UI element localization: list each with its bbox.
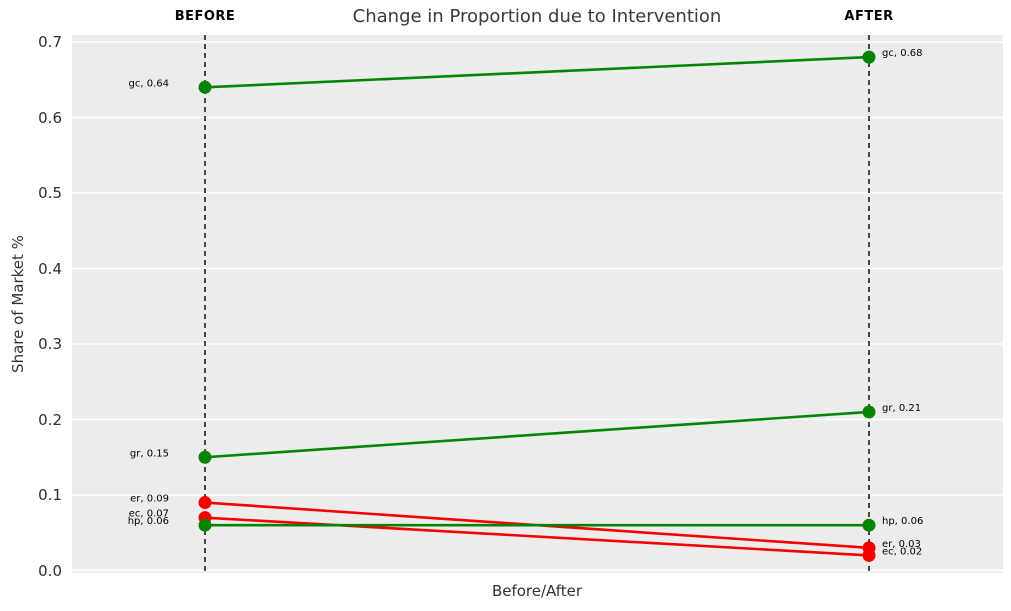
annotation-gr-after: gr, 0.21: [882, 403, 921, 414]
point-gc-before: [198, 80, 212, 94]
before-column-header: BEFORE: [174, 9, 236, 24]
annotation-gc-before: gc, 0.64: [129, 78, 169, 89]
y-tick-label-0.6: 0.6: [38, 108, 62, 127]
after-column-header: AFTER: [844, 9, 894, 24]
y-tick-label-0.1: 0.1: [38, 486, 62, 504]
x-axis-label: Before/After: [491, 582, 583, 600]
point-gc-after: [862, 50, 876, 64]
plot-area: gc, 0.64 gc, 0.68 gr, 0.15 gr, 0.21 er, 0.09…: [72, 35, 1003, 573]
point-gr-before: [198, 450, 212, 464]
y-tick-label-0.0: 0.0: [38, 561, 62, 580]
point-ec-after: [862, 548, 876, 562]
point-hp-before: [198, 518, 212, 532]
annotation-gr-before: gr, 0.15: [130, 448, 169, 459]
annotation-hp-after: hp, 0.06: [882, 516, 923, 527]
point-gr-after: [862, 405, 876, 419]
y-tick-label-0.2: 0.2: [38, 410, 62, 429]
y-tick-label-0.3: 0.3: [38, 335, 62, 353]
y-tick-label-0.4: 0.4: [38, 259, 62, 278]
y-tick-label-0.7: 0.7: [38, 33, 62, 51]
slope-line-gr: [204, 410, 870, 459]
chart-title: Change in Proportion due to Intervention: [352, 6, 722, 27]
point-hp-after: [862, 518, 876, 532]
point-er-before: [198, 496, 212, 510]
annotation-ec-before: ec, 0.07: [129, 509, 169, 520]
annotation-gc-after: gc, 0.68: [882, 48, 922, 59]
annotation-er-before: er, 0.09: [130, 494, 169, 505]
annotation-er-after: er, 0.03: [882, 539, 921, 550]
chart-canvas: gc, 0.64 gc, 0.68 gr, 0.15 gr, 0.21 er, 0.09…: [72, 35, 1003, 573]
y-axis-label: Share of Market %: [9, 235, 27, 373]
slope-line-gc: [204, 55, 870, 89]
y-tick-label-0.5: 0.5: [38, 184, 62, 202]
slope-line-ec: [204, 516, 870, 557]
annotation-hp-before: hp, 0.06: [128, 516, 169, 527]
annotation-ec-after: ec, 0.02: [882, 546, 922, 557]
